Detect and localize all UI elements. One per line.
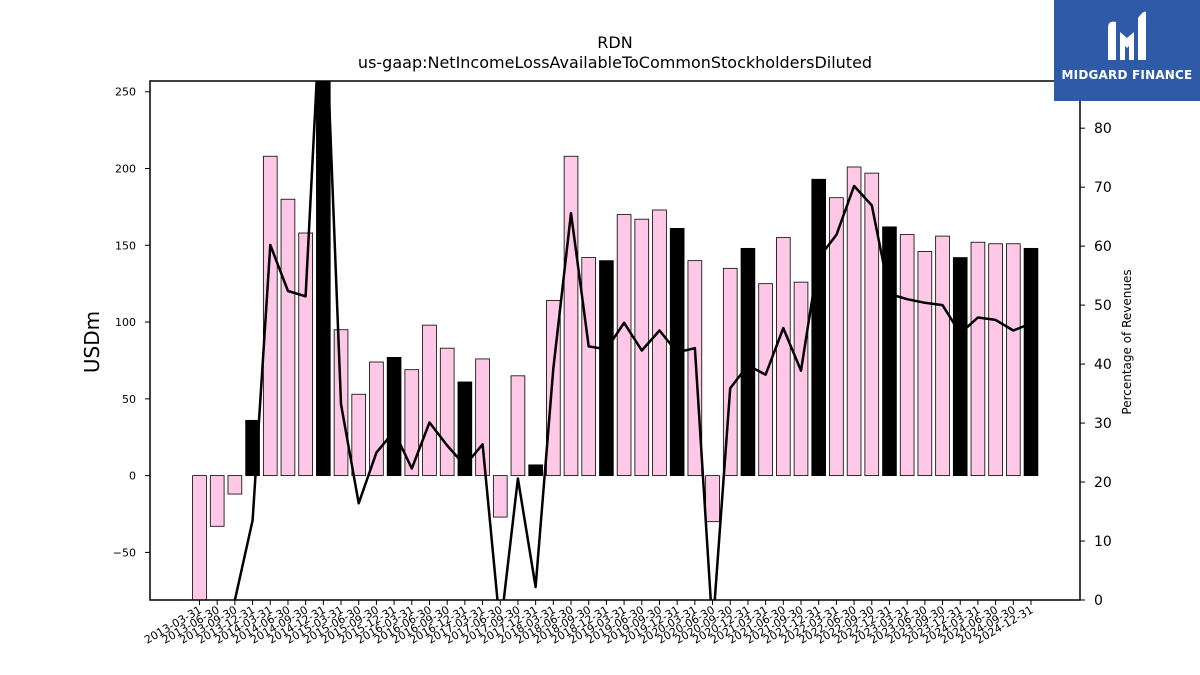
bar bbox=[209, 475, 225, 527]
bar bbox=[864, 172, 880, 477]
y-tick-label: 0 bbox=[129, 470, 136, 483]
y2-tick-label: 80 bbox=[1094, 121, 1112, 137]
y2-tick-label: 40 bbox=[1094, 357, 1112, 373]
bar bbox=[634, 218, 650, 477]
bar bbox=[262, 155, 278, 477]
bar bbox=[616, 214, 632, 477]
bar bbox=[793, 281, 809, 477]
chart-title: RDN bbox=[597, 33, 632, 52]
bar bbox=[758, 283, 773, 477]
bar bbox=[351, 393, 367, 477]
y2-tick-label: 70 bbox=[1094, 180, 1112, 196]
bar bbox=[988, 243, 1003, 477]
logo-mark-icon bbox=[1108, 11, 1146, 61]
bar bbox=[846, 166, 862, 477]
bar bbox=[422, 324, 437, 477]
y2-tick-label: 0 bbox=[1094, 593, 1103, 609]
bar bbox=[581, 257, 597, 477]
y2-tick-label: 30 bbox=[1094, 416, 1112, 432]
bar bbox=[829, 197, 844, 477]
bar bbox=[811, 178, 827, 477]
y-tick-label: −50 bbox=[113, 546, 136, 559]
plot-frame bbox=[149, 80, 1081, 601]
bar bbox=[369, 361, 384, 477]
bar bbox=[528, 464, 543, 477]
bar bbox=[475, 358, 490, 477]
y2-tick-label: 60 bbox=[1094, 239, 1112, 255]
bar bbox=[492, 475, 508, 518]
y-tick-label: 50 bbox=[122, 393, 136, 406]
bar bbox=[457, 381, 473, 477]
bar bbox=[917, 251, 933, 477]
y2-tick-label: 10 bbox=[1094, 534, 1112, 550]
bar bbox=[563, 155, 579, 477]
bar bbox=[899, 234, 915, 477]
bar bbox=[705, 475, 720, 523]
bar bbox=[935, 235, 950, 477]
bar bbox=[316, 81, 331, 477]
y2-tick-label: 20 bbox=[1094, 475, 1112, 491]
bar-series bbox=[192, 81, 1039, 600]
bar bbox=[439, 347, 455, 477]
y-tick-label: 250 bbox=[115, 86, 136, 99]
bar bbox=[1023, 247, 1039, 477]
bar bbox=[740, 247, 756, 477]
y-tick-label: 150 bbox=[115, 239, 136, 252]
bar bbox=[298, 232, 313, 477]
bar bbox=[652, 209, 667, 477]
bar bbox=[970, 241, 986, 477]
bar bbox=[227, 475, 243, 495]
bar bbox=[1006, 243, 1021, 477]
bar bbox=[192, 475, 207, 600]
y-axis-label: USDm bbox=[80, 311, 104, 373]
chart-subtitle: us-gaap:NetIncomeLossAvailableToCommonSt… bbox=[358, 53, 872, 72]
bar bbox=[386, 356, 402, 477]
bar bbox=[882, 226, 897, 477]
y2-axis-label: Percentage of Revenues bbox=[1120, 269, 1134, 414]
bar bbox=[280, 198, 296, 477]
logo-text: MIDGARD FINANCE bbox=[1061, 68, 1193, 82]
bar bbox=[510, 375, 526, 477]
y2-tick-label: 50 bbox=[1094, 298, 1112, 314]
line-series bbox=[233, 81, 1032, 600]
line-series-group bbox=[233, 81, 1032, 600]
bar bbox=[776, 237, 791, 477]
midgard-finance-logo: MIDGARD FINANCE bbox=[1054, 0, 1200, 101]
bar bbox=[952, 257, 968, 477]
bar bbox=[404, 369, 420, 477]
y-tick-label: 100 bbox=[115, 316, 136, 329]
y-tick-label: 200 bbox=[115, 163, 136, 176]
bar bbox=[599, 260, 614, 477]
